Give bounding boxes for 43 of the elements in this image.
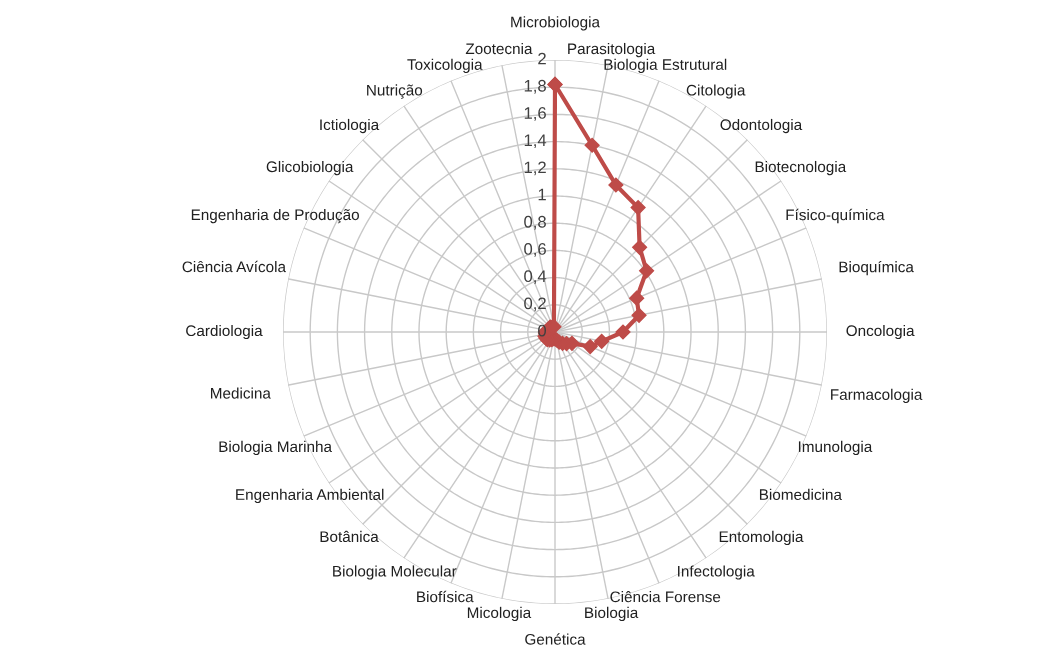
spoke-label: Genética (525, 633, 586, 645)
spoke-label: Engenharia Ambiental (236, 488, 384, 504)
spoke-label: Imunologia (798, 440, 873, 456)
spoke-label: Citologia (686, 84, 746, 99)
spoke-label: Biomedicina (759, 488, 842, 501)
spoke-label: Biologia (585, 606, 639, 622)
spoke-label: Físico-química (786, 208, 885, 224)
spoke-label: Biotecnologia (755, 160, 847, 176)
spoke-label: Odontologia (720, 118, 803, 134)
spoke-label: Biologia Estrutural (604, 58, 727, 73)
spoke-label: Oncologia (846, 324, 915, 340)
y-tick-label: 1,4 (524, 134, 547, 149)
y-tick-label: 0 (538, 324, 547, 337)
spoke-label: Infectologia (678, 565, 755, 580)
spoke-label: Biologia Molecular (333, 565, 457, 580)
y-tick-label: 0,4 (524, 270, 547, 285)
spoke-label: Engenharia de Produção (191, 208, 359, 224)
spoke-label: Biologia Marinha (219, 440, 332, 456)
spoke-label: Zootecnia (465, 42, 533, 55)
spoke-label: Ciência Forense (610, 590, 721, 603)
spoke-label: Bioquímica (839, 260, 914, 276)
y-tick-label: 1,6 (524, 107, 546, 121)
y-tick-label: 1 (538, 188, 546, 201)
spoke-label: Microbiologia (511, 16, 601, 31)
spoke-label: Micologia (467, 606, 532, 622)
spoke-label: Nutrição (367, 84, 423, 99)
spoke-label: Toxicologia (407, 58, 483, 73)
spoke-label: Botânica (320, 530, 379, 543)
y-tick-label: 0,8 (524, 215, 546, 230)
y-tick-label: 2 (538, 52, 546, 65)
y-tick-label: 0,2 (524, 297, 546, 312)
spoke-label: Glicobiologia (266, 160, 354, 176)
spoke-label: Entomologia (719, 530, 804, 546)
y-tick-label: 0,6 (524, 243, 546, 257)
spoke-label: Farmacologia (831, 388, 923, 403)
spoke-label: Ciência Avícola (182, 260, 286, 273)
y-tick-label: 1,2 (524, 161, 546, 176)
spoke-label: Cardiologia (186, 324, 263, 340)
spoke-label: Biofísica (417, 590, 474, 603)
y-tick-label: 1,8 (524, 79, 546, 94)
spoke-label: Medicina (211, 387, 271, 399)
spoke-label: Parasitologia (568, 42, 656, 58)
spoke-label: Ictiologia (320, 118, 380, 134)
